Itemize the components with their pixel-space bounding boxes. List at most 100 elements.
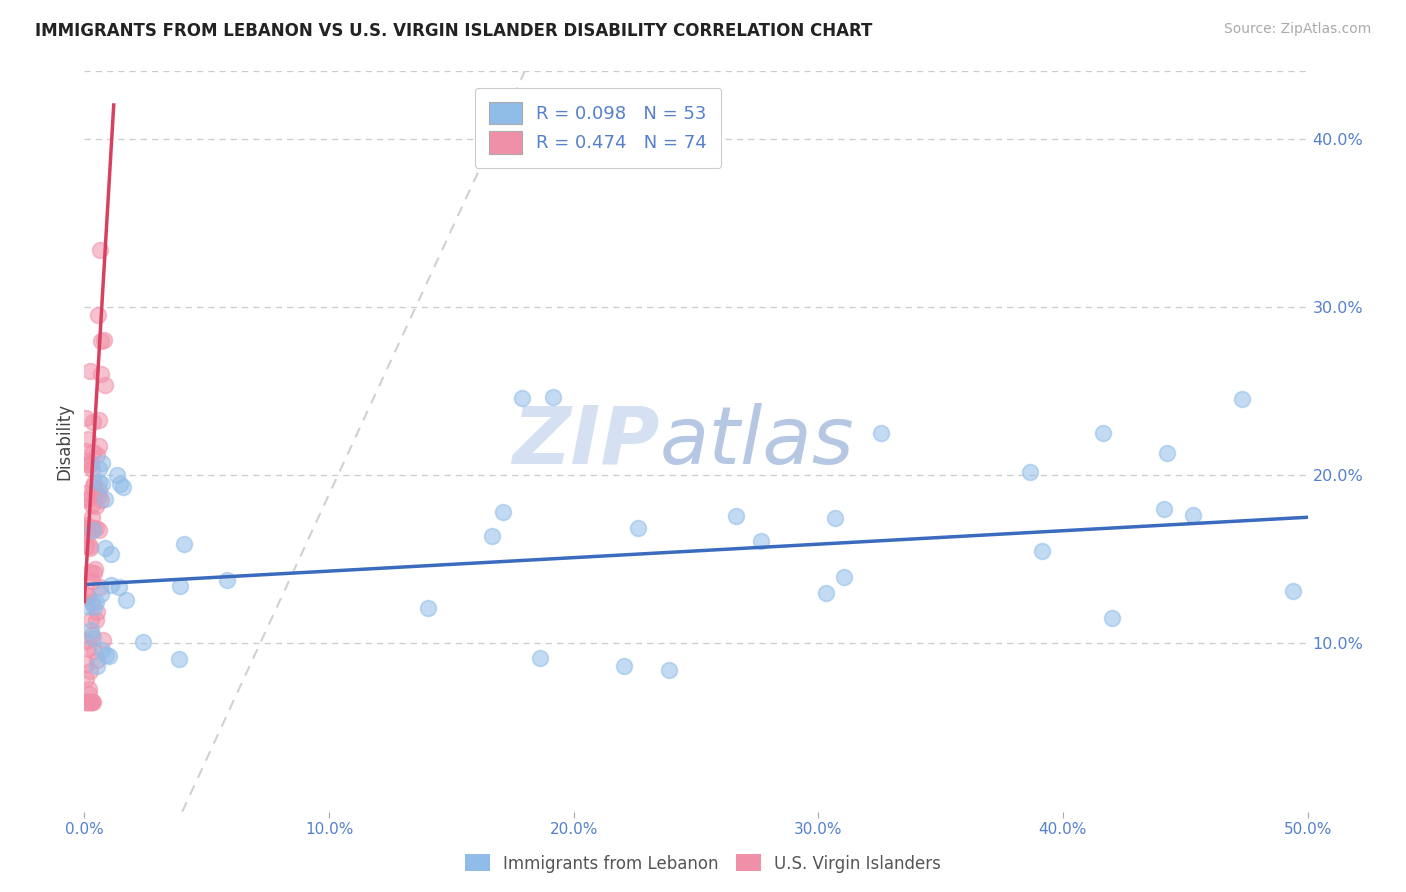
Point [82, 479, 104, 493]
Point [79, 565, 101, 579]
Point [75, 539, 97, 553]
Legend: R = 0.098   N = 53, R = 0.474   N = 74: R = 0.098 N = 53, R = 0.474 N = 74 [475, 87, 721, 168]
Point [79, 695, 101, 709]
Point [90, 367, 112, 381]
Point [79, 664, 101, 678]
Point [76, 695, 98, 709]
Point [89, 524, 111, 538]
Point [84, 613, 107, 627]
Point [1156, 446, 1178, 460]
Point [108, 477, 131, 491]
Point [75, 672, 97, 686]
Point [75, 486, 97, 500]
Point [82, 523, 104, 537]
Point [75, 633, 97, 648]
Point [418, 600, 440, 615]
Point [107, 580, 129, 594]
Point [627, 521, 650, 535]
Point [82, 510, 104, 524]
Point [79, 364, 101, 378]
Point [76, 590, 98, 604]
Point [132, 634, 155, 648]
Point [91, 456, 114, 470]
Point [80, 695, 103, 709]
Point [82, 632, 104, 646]
Point [89, 580, 111, 594]
Point [86, 448, 108, 462]
Point [77, 688, 100, 702]
Point [1031, 544, 1053, 558]
Point [84, 486, 107, 500]
Point [75, 695, 97, 709]
Y-axis label: Disability: Disability [55, 403, 73, 480]
Point [76, 695, 98, 709]
Point [87, 475, 110, 489]
Point [89, 489, 111, 503]
Point [80, 695, 103, 709]
Point [84, 521, 107, 535]
Text: atlas: atlas [659, 402, 853, 481]
Point [869, 425, 891, 440]
Point [97, 648, 120, 663]
Point [93, 333, 115, 347]
Point [90, 492, 112, 507]
Point [77, 641, 100, 656]
Point [80, 613, 103, 627]
Point [77, 695, 100, 709]
Point [529, 650, 551, 665]
Point [1101, 611, 1123, 625]
Point [82, 521, 104, 535]
Point [492, 505, 515, 519]
Point [658, 663, 681, 677]
Point [83, 600, 105, 615]
Point [84, 500, 107, 514]
Point [90, 476, 112, 491]
Point [75, 520, 97, 534]
Point [86, 653, 108, 667]
Point [824, 510, 846, 524]
Point [815, 586, 838, 600]
Point [94, 492, 117, 507]
Point [76, 493, 98, 508]
Point [94, 541, 117, 555]
Point [77, 681, 100, 696]
Point [87, 413, 110, 427]
Point [105, 468, 128, 483]
Point [86, 595, 108, 609]
Point [173, 537, 195, 551]
Point [87, 439, 110, 453]
Point [76, 589, 98, 603]
Point [80, 624, 103, 638]
Point [725, 508, 748, 523]
Point [75, 657, 97, 671]
Point [1282, 584, 1305, 599]
Point [76, 527, 98, 541]
Point [93, 378, 115, 392]
Point [834, 570, 856, 584]
Point [1182, 508, 1205, 523]
Point [215, 573, 238, 587]
Point [82, 695, 104, 709]
Point [83, 475, 105, 490]
Point [89, 462, 111, 476]
Point [76, 432, 98, 446]
Point [96, 648, 118, 662]
Point [169, 579, 191, 593]
Point [82, 444, 104, 458]
Point [75, 454, 97, 468]
Point [90, 587, 112, 601]
Text: ZIP: ZIP [512, 402, 659, 481]
Point [90, 643, 112, 657]
Point [541, 390, 564, 404]
Point [83, 562, 105, 576]
Point [87, 308, 110, 322]
Legend: Immigrants from Lebanon, U.S. Virgin Islanders: Immigrants from Lebanon, U.S. Virgin Isl… [458, 847, 948, 880]
Point [80, 695, 103, 709]
Point [89, 243, 111, 257]
Point [77, 458, 100, 473]
Point [1018, 465, 1040, 479]
Point [79, 539, 101, 553]
Point [481, 528, 503, 542]
Point [76, 523, 98, 537]
Point [76, 518, 98, 533]
